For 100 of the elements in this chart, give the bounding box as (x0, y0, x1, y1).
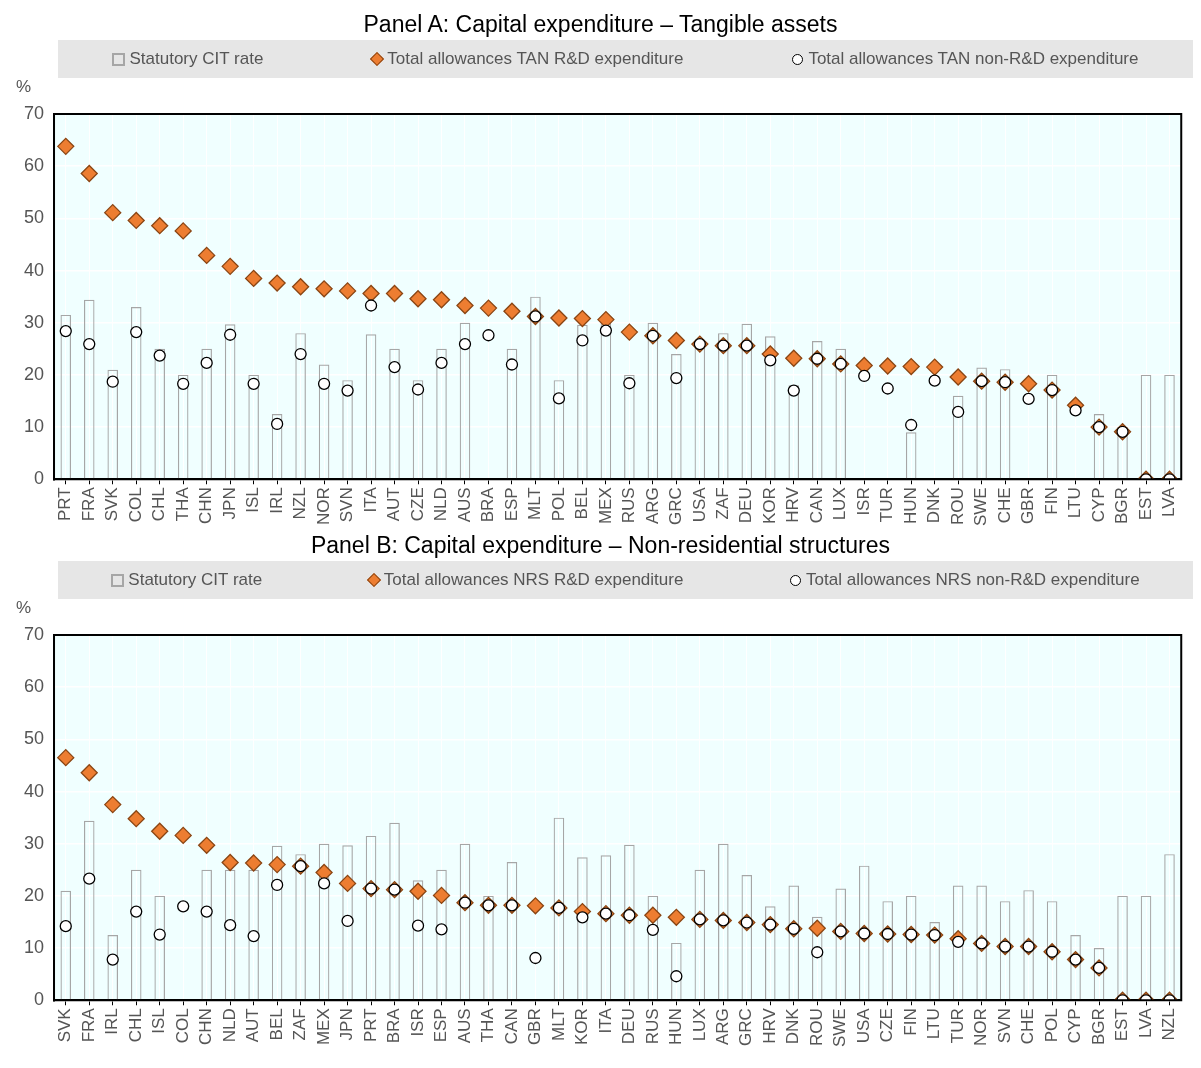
x-tick-label: RUS (619, 487, 639, 524)
x-tick-label: DEU (619, 1008, 639, 1045)
x-tick-label: COL (125, 487, 145, 523)
chart-title: Panel B: Capital expenditure – Non-residential structures (309, 531, 892, 560)
y-tick-label: 20 (23, 363, 45, 384)
x-tick-label: SVK (55, 1007, 75, 1043)
x-tick-label: CZE (407, 487, 427, 522)
x-tick-label: THA (172, 486, 192, 522)
x-tick-label: AUS (454, 1008, 474, 1044)
x-tick-label: THA (478, 1007, 498, 1043)
y-tick-label: 60 (23, 676, 45, 697)
y-tick-label: 20 (23, 884, 45, 905)
x-tick-label: MLT (525, 487, 545, 521)
x-tick-label: CYP (1065, 1008, 1085, 1044)
x-tick-label: HRV (759, 1007, 779, 1044)
x-tick-label: CAN (806, 487, 826, 524)
x-tick-label: MEX (313, 1008, 333, 1046)
x-tick-label: SVN (994, 1008, 1014, 1044)
x-tick-label: ISR (407, 1008, 427, 1037)
y-tick-label: 30 (23, 832, 45, 853)
x-tick-label: FIN (1041, 487, 1061, 515)
legend-label: Statutory CIT rate (128, 570, 263, 590)
x-tick-label: ISR (853, 487, 873, 516)
x-tick-label: JPN (337, 1008, 357, 1041)
x-tick-label: HRV (783, 486, 803, 523)
legend-label: Total allowances TAN R&D expenditure (387, 49, 684, 69)
x-tick-label: DNK (924, 486, 944, 524)
x-tick-label: LUX (830, 487, 850, 521)
x-tick-label: AUS (454, 487, 474, 523)
y-tick-label: 70 (23, 102, 45, 123)
x-tick-label: PRT (360, 1008, 380, 1042)
x-tick-label: NOR (971, 1008, 991, 1047)
x-tick-label: LUX (689, 1008, 709, 1042)
x-tick-label: KOR (572, 1008, 592, 1046)
y-tick-label: 0 (34, 989, 45, 1010)
legend-label: Total allowances NRS R&D expenditure (383, 570, 684, 590)
x-tick-label: CHN (196, 1008, 216, 1046)
x-tick-label: ISL (149, 1008, 169, 1034)
x-tick-label: IRL (266, 487, 286, 514)
x-tick-label: POL (1041, 1008, 1061, 1043)
x-tick-label: DEU (736, 487, 756, 524)
x-tick-label: CHE (1018, 1008, 1038, 1045)
x-tick-label: MLT (548, 1008, 568, 1042)
x-tick-label: BEL (266, 1008, 286, 1041)
x-tick-label: LTU (924, 1008, 944, 1040)
x-tick-label: NOR (313, 487, 333, 526)
x-tick-label: BGR (1088, 1008, 1108, 1046)
x-tick-label: HUN (900, 487, 920, 525)
x-tick-label: TUR (877, 487, 897, 523)
x-tick-label: FIN (900, 1008, 920, 1036)
y-axis-title: % (16, 598, 32, 617)
x-tick-label: EST (1112, 1008, 1132, 1042)
x-tick-label: KOR (759, 487, 779, 525)
x-tick-label: NZL (290, 487, 310, 520)
y-tick-label: 50 (23, 728, 45, 749)
x-tick-label: FRA (78, 1007, 98, 1043)
y-tick-label: 40 (23, 259, 45, 280)
x-tick-label: ROU (947, 487, 967, 526)
x-tick-label: PRT (55, 487, 75, 521)
x-tick-label: MEX (595, 487, 615, 525)
x-tick-label: EST (1135, 487, 1155, 521)
x-tick-label: ZAF (713, 487, 732, 520)
x-tick-label: LVA (1135, 1007, 1155, 1038)
x-tick-label: FRA (78, 486, 98, 522)
x-tick-label: LTU (1065, 487, 1085, 519)
x-tick-label: USA (689, 486, 709, 523)
x-tick-label: DNK (783, 1007, 803, 1045)
x-tick-label: NZL (1159, 1008, 1179, 1041)
y-tick-label: 0 (34, 468, 45, 489)
x-tick-label: COL (172, 1008, 192, 1044)
x-tick-label: GBR (525, 1008, 545, 1046)
x-tick-label: GRC (736, 1008, 756, 1047)
x-tick-label: CHL (149, 487, 169, 522)
x-tick-label: ITA (360, 486, 380, 513)
x-tick-label: ROU (806, 1008, 826, 1047)
x-tick-label: SVK (102, 486, 122, 522)
x-tick-label: ISL (243, 487, 263, 513)
x-tick-label: ARG (713, 1008, 732, 1046)
x-tick-label: NLD (219, 1008, 239, 1043)
x-tick-label: ARG (642, 487, 662, 525)
legend-label: Total allowances NRS non-R&D expenditure (806, 570, 1140, 590)
x-tick-label: CHL (125, 1008, 145, 1043)
x-tick-label: POL (548, 487, 568, 522)
x-tick-label: CYP (1088, 487, 1108, 523)
x-tick-label: GRC (666, 487, 686, 526)
x-tick-label: ZAF (290, 1008, 310, 1041)
x-tick-label: JPN (219, 487, 239, 520)
x-tick-label: SWE (971, 487, 991, 527)
x-tick-label: BRA (478, 486, 498, 523)
x-tick-label: AUT (243, 1008, 263, 1043)
x-tick-label: LVA (1159, 486, 1179, 517)
x-tick-label: RUS (642, 1008, 662, 1045)
y-tick-label: 60 (23, 155, 45, 176)
y-tick-label: 10 (23, 416, 45, 437)
x-tick-label: ESP (431, 1008, 451, 1043)
x-tick-label: TUR (947, 1008, 967, 1044)
legend-label: Total allowances TAN non-R&D expenditure (808, 49, 1139, 69)
x-tick-label: BGR (1112, 487, 1132, 525)
chart-title: Panel A: Capital expenditure – Tangible assets (362, 10, 839, 39)
x-tick-label: ITA (595, 1007, 615, 1034)
